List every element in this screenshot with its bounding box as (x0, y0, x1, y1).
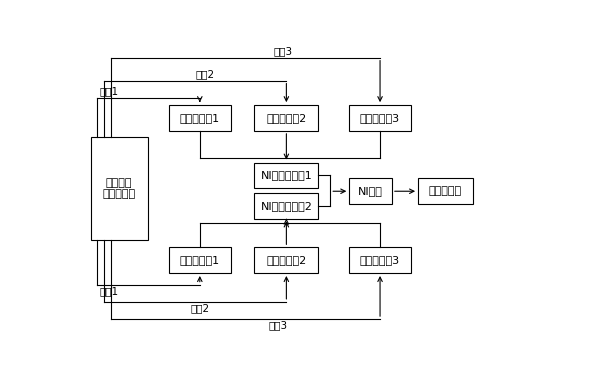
Text: 相线1: 相线1 (100, 87, 119, 97)
Bar (169, 105, 231, 131)
Text: NI机箱: NI机箱 (358, 186, 383, 196)
Text: 相线3: 相线3 (269, 320, 288, 330)
Text: 电压传感器1: 电压传感器1 (180, 255, 220, 265)
Text: 电流传感器3: 电流传感器3 (360, 113, 400, 123)
Text: 电流传感器2: 电流传感器2 (266, 113, 307, 123)
Text: 笔记本电脑: 笔记本电脑 (428, 186, 462, 196)
Bar (169, 247, 231, 273)
Bar (255, 247, 318, 273)
Bar (418, 178, 472, 204)
Bar (91, 137, 147, 240)
Text: 相线1: 相线1 (100, 286, 119, 296)
Bar (255, 193, 318, 219)
Bar (349, 105, 411, 131)
Bar (349, 247, 411, 273)
Bar (255, 163, 318, 188)
Bar (349, 178, 392, 204)
Text: NI数据采集卡2: NI数据采集卡2 (261, 201, 312, 211)
Text: 电流传感器1: 电流传感器1 (180, 113, 220, 123)
Text: 电压传感器3: 电压传感器3 (360, 255, 400, 265)
Text: 相线2: 相线2 (190, 303, 209, 313)
Text: 数控车床
主传动系统: 数控车床 主传动系统 (103, 178, 136, 199)
Text: 电压传感器2: 电压传感器2 (266, 255, 307, 265)
Text: 相线2: 相线2 (195, 69, 214, 79)
Text: NI数据采集卡1: NI数据采集卡1 (261, 170, 312, 181)
Bar (255, 105, 318, 131)
Text: 相线3: 相线3 (274, 46, 293, 56)
